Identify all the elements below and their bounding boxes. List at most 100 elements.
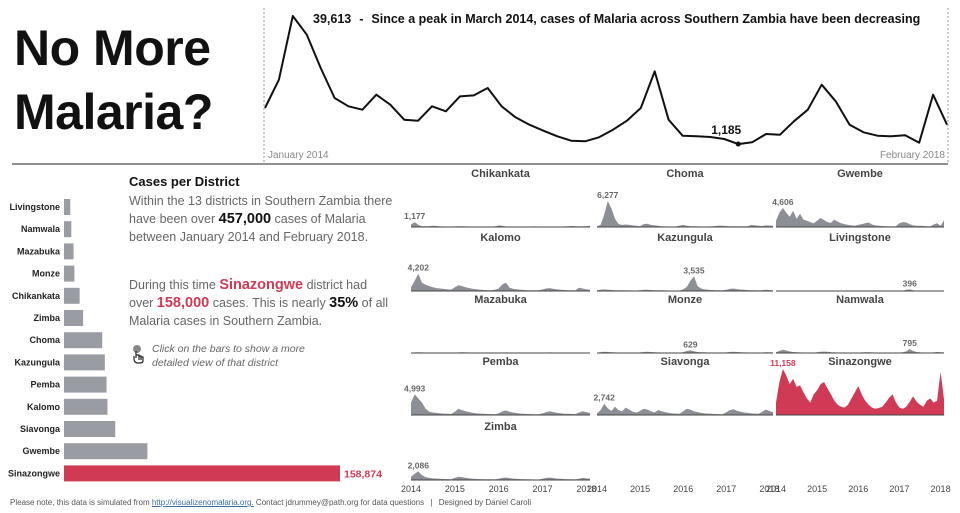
peak-label-pemba: 4,993 (404, 383, 426, 393)
para2-text-a: During this time (129, 278, 220, 292)
peak-value-label: 39,613 (313, 12, 352, 26)
area-sinazongwe (776, 369, 944, 415)
district-bar-sinazongwe[interactable] (64, 465, 340, 482)
footer-contact: Contact jdrummey@path.org for data quest… (255, 498, 425, 507)
district-bar-siavonga[interactable] (64, 421, 116, 437)
district-bar-monze[interactable] (64, 265, 75, 282)
footer-designer: Designed by Daniel Caroli (438, 498, 532, 507)
footer-prefix: Please note, this data is simulated from (10, 498, 150, 507)
area-monze (597, 350, 773, 353)
area-kazungula (597, 276, 773, 291)
x-tick-0-2018: 2018 (576, 484, 596, 494)
annotation-dash: - (359, 12, 364, 26)
panel-title-pemba: Pemba (482, 356, 519, 368)
summary-paragraph-2: During this time Sinazongwe district had… (129, 276, 394, 330)
x-tick-0-2017: 2017 (532, 484, 552, 494)
area-choma (597, 201, 773, 227)
district-bar-livingstone[interactable] (64, 199, 71, 215)
district-bar-namwala[interactable] (64, 221, 72, 238)
end-date-label: February 2018 (880, 150, 945, 161)
start-date-label: January 2014 (268, 150, 329, 161)
district-name-highlight: Sinazongwe (219, 277, 304, 293)
sinazongwe-value-label: 158,874 (344, 468, 382, 480)
x-tick-2-2016: 2016 (848, 484, 868, 494)
click-hint: Click on the bars to show a more detaile… (152, 343, 305, 369)
footer: Please note, this data is simulated from… (10, 498, 531, 507)
district-label-siavonga: Siavonga (20, 424, 61, 434)
panel-title-monze: Monze (668, 294, 702, 306)
x-tick-1-2018: 2018 (759, 484, 779, 494)
area-chikankata (411, 222, 590, 227)
peak-label-choma: 6,277 (597, 190, 619, 200)
area-pemba (411, 394, 590, 415)
district-bar-kalomo[interactable] (64, 398, 108, 415)
title-line-1: No More (14, 20, 211, 76)
peak-label-chikankata: 1,177 (404, 211, 426, 221)
district-label-namwala: Namwala (21, 224, 61, 234)
district-bar-chikankata[interactable] (64, 287, 80, 304)
peak-label-namwala: 795 (903, 338, 917, 348)
area-gwembe (776, 208, 944, 227)
district-bar-mazabuka[interactable] (64, 243, 74, 260)
area-namwala (776, 349, 944, 353)
footer-separator: | (430, 498, 433, 507)
district-label-zimba: Zimba (33, 313, 60, 323)
peak-label-siavonga: 2,742 (594, 393, 616, 403)
para2-text-g: of all Malaria cases in Southern Zambia. (129, 296, 389, 328)
hand-pointer-icon (133, 345, 144, 364)
peak-label-monze: 629 (683, 339, 697, 349)
peak-label-gwembe: 4,606 (772, 197, 794, 207)
panel-title-choma: Choma (666, 168, 704, 180)
peak-label-sinazongwe: 11,158 (770, 358, 796, 368)
area-zimba (411, 471, 590, 480)
x-tick-1-2016: 2016 (673, 484, 693, 494)
district-label-choma: Choma (29, 335, 60, 345)
peak-annotation-text: Since a peak in March 2014, cases of Mal… (371, 12, 921, 26)
district-label-mazabuka: Mazabuka (17, 246, 61, 256)
x-tick-1-2015: 2015 (630, 484, 650, 494)
district-bar-zimba[interactable] (64, 310, 84, 326)
panel-title-chikankata: Chikankata (471, 168, 531, 180)
panel-title-livingstone: Livingstone (829, 232, 891, 244)
x-tick-1-2017: 2017 (716, 484, 736, 494)
low-value-label: 1,185 (711, 123, 741, 137)
x-tick-0-2016: 2016 (489, 484, 509, 494)
district-label-monze: Monze (32, 269, 60, 279)
x-tick-0-2014: 2014 (401, 484, 421, 494)
para1-text-a: Within the 13 districts in Southern Zamb… (129, 194, 393, 226)
district-bar-gwembe[interactable] (64, 443, 148, 460)
district-label-kazungula: Kazungula (14, 357, 60, 367)
district-label-kalomo: Kalomo (27, 402, 61, 412)
summary-paragraph-1: Within the 13 districts in Southern Zamb… (129, 192, 394, 246)
district-label-pemba: Pemba (30, 380, 61, 390)
panel-title-namwala: Namwala (836, 294, 885, 306)
x-tick-1-2014: 2014 (587, 484, 607, 494)
header-annotation: 39,613- Since a peak in March 2014, cases… (313, 12, 920, 26)
share-percent-value: 35% (329, 295, 359, 311)
title-line-2: Malaria? (14, 84, 213, 140)
x-tick-0-2015: 2015 (445, 484, 465, 494)
district-bar-choma[interactable] (64, 332, 103, 349)
district-bar-pemba[interactable] (64, 376, 107, 393)
panel-title-gwembe: Gwembe (837, 168, 883, 180)
panel-title-siavonga: Siavonga (661, 356, 711, 368)
x-tick-2-2017: 2017 (889, 484, 909, 494)
district-cases-highlight: 158,000 (156, 295, 210, 311)
district-label-chikankata: Chikankata (12, 291, 61, 301)
peak-label-zimba: 2,086 (408, 460, 430, 470)
panel-title-kalomo: Kalomo (480, 232, 521, 244)
x-tick-2-2015: 2015 (807, 484, 827, 494)
area-siavonga (597, 403, 773, 415)
peak-label-livingstone: 396 (903, 278, 917, 288)
area-kalomo (411, 273, 590, 291)
page-title: No More Malaria? (14, 18, 213, 142)
district-label-livingstone: Livingstone (9, 202, 60, 212)
total-cases-line (264, 15, 948, 146)
district-bar-kazungula[interactable] (64, 354, 105, 371)
x-tick-2-2018: 2018 (931, 484, 951, 494)
district-label-sinazongwe: Sinazongwe (8, 468, 60, 478)
footer-source-link[interactable]: http://visualizenomalaria.org. (151, 498, 254, 507)
low-point-marker (735, 141, 741, 147)
panel-title-kazungula: Kazungula (657, 232, 713, 244)
